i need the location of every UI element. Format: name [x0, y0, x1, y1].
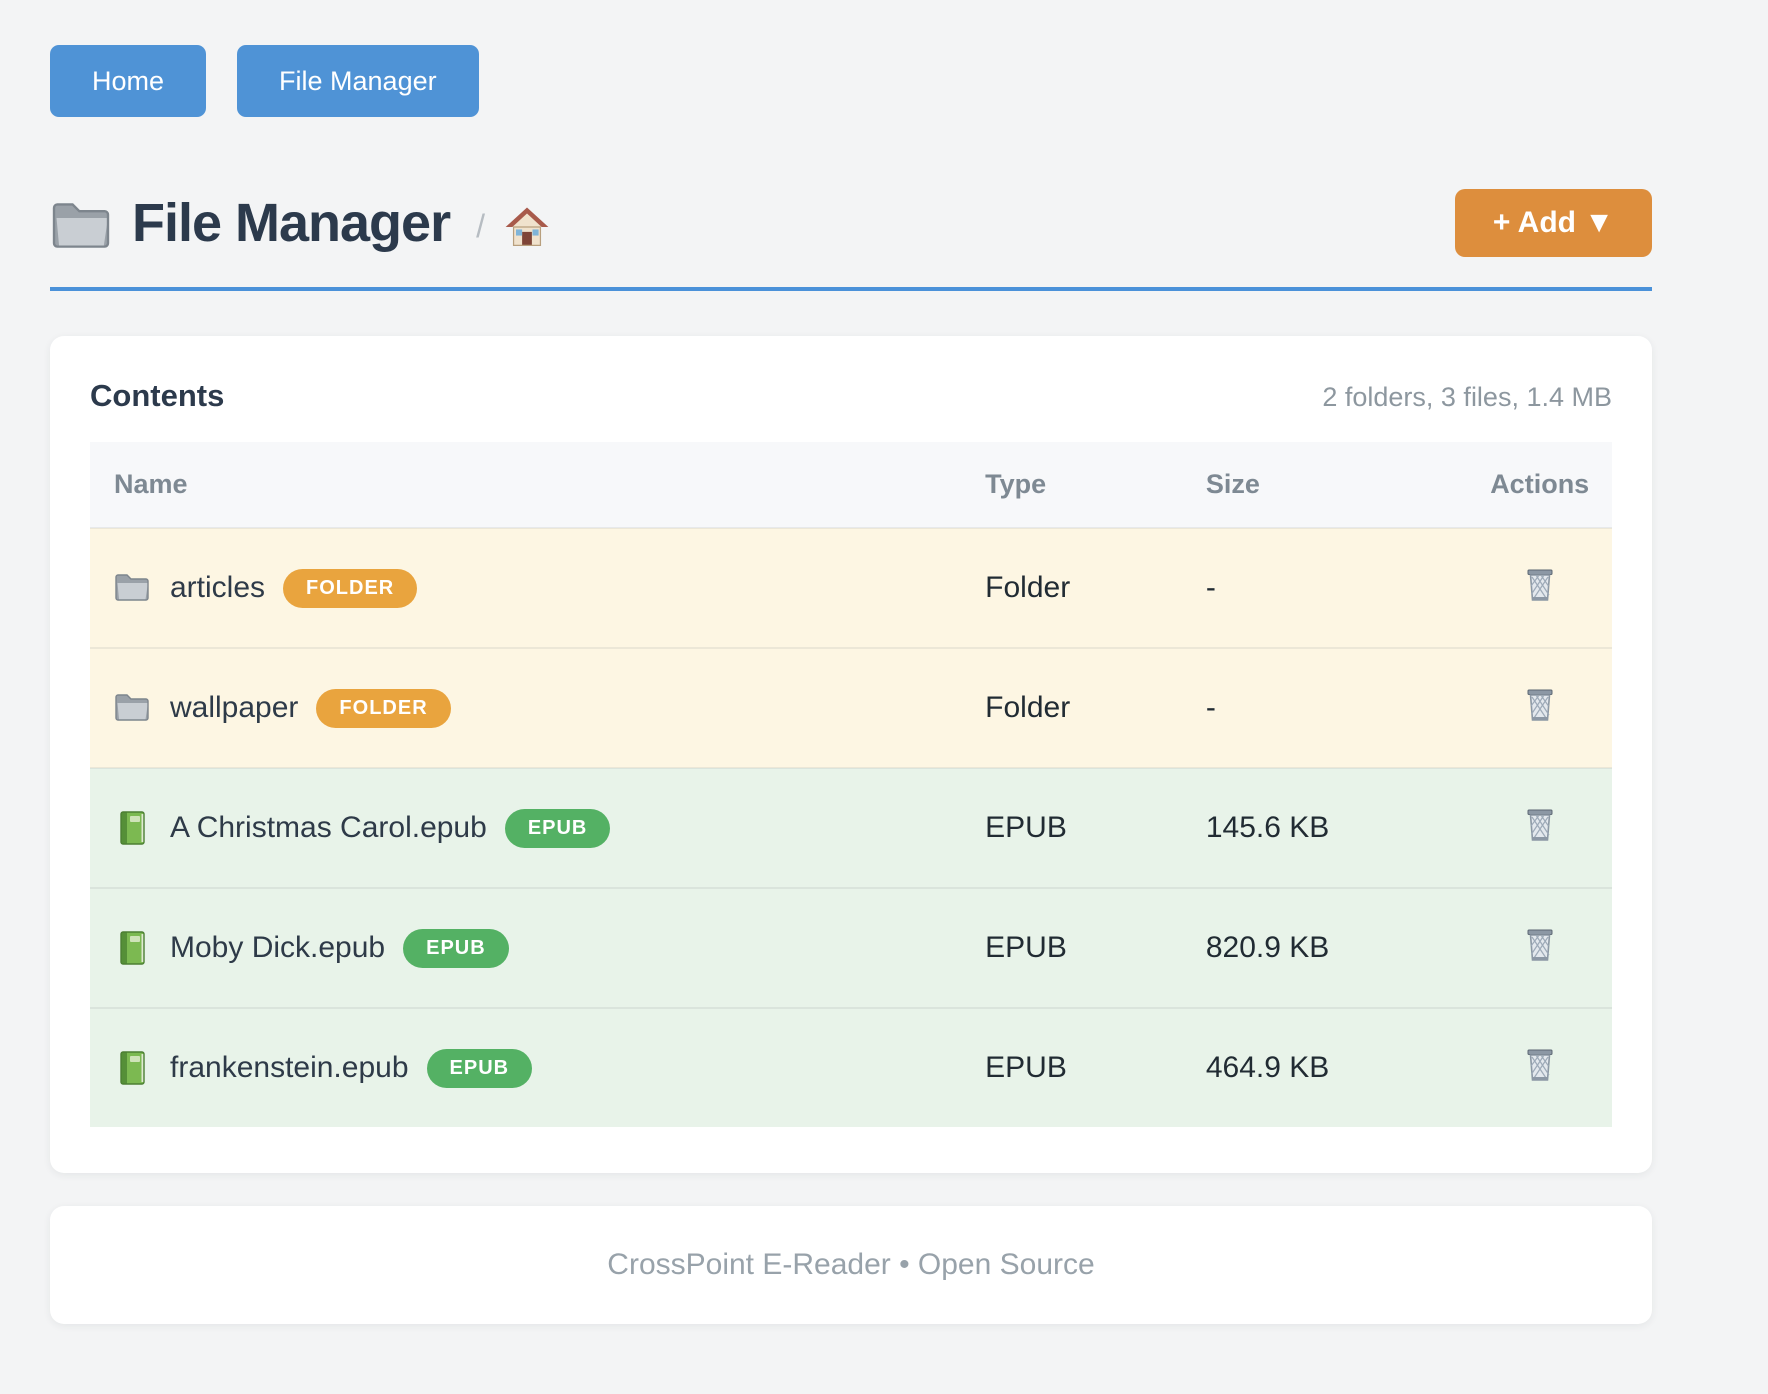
contents-card: Contents 2 folders, 3 files, 1.4 MB Name…: [50, 336, 1652, 1173]
item-size: -: [1205, 571, 1216, 604]
header-rule: [50, 287, 1652, 291]
book-icon: [114, 930, 150, 966]
trash-icon: [1522, 592, 1558, 607]
contents-summary: 2 folders, 3 files, 1.4 MB: [1322, 382, 1612, 412]
nav-file-manager-button[interactable]: File Manager: [237, 45, 479, 117]
contents-table-body: articles FOLDER Folder - wallpaper FOLDE…: [90, 528, 1612, 1127]
table-row[interactable]: wallpaper FOLDER Folder -: [90, 648, 1612, 768]
table-row[interactable]: articles FOLDER Folder -: [90, 528, 1612, 648]
column-header-type: Type: [965, 442, 1186, 528]
item-name[interactable]: Moby Dick.epub: [170, 931, 386, 964]
trash-icon: [1522, 952, 1558, 967]
top-nav: Home File Manager: [50, 45, 1652, 117]
item-name[interactable]: articles: [170, 571, 266, 604]
book-icon: [114, 1050, 150, 1086]
item-size: -: [1205, 691, 1216, 724]
column-header-name: Name: [90, 442, 966, 528]
item-type: Folder: [985, 691, 1071, 724]
item-type: EPUB: [985, 811, 1067, 844]
delete-button[interactable]: [1520, 804, 1560, 849]
item-type-badge: EPUB: [504, 808, 611, 848]
column-header-size: Size: [1185, 442, 1468, 528]
breadcrumb-separator: /: [476, 207, 485, 244]
delete-button[interactable]: [1520, 1044, 1560, 1089]
folder-icon: [114, 570, 150, 606]
trash-icon: [1522, 712, 1558, 727]
trash-icon: [1522, 832, 1558, 847]
contents-table: Name Type Size Actions articles FOLDER F…: [90, 442, 1612, 1127]
nav-home-button[interactable]: Home: [50, 45, 207, 117]
folder-icon: [114, 690, 150, 726]
table-row[interactable]: Moby Dick.epub EPUB EPUB 820.9 KB: [90, 888, 1612, 1008]
item-name[interactable]: A Christmas Carol.epub: [170, 811, 487, 844]
item-name[interactable]: frankenstein.epub: [170, 1051, 409, 1084]
contents-title: Contents: [90, 378, 225, 413]
item-size: 145.6 KB: [1205, 811, 1330, 844]
item-type: EPUB: [985, 931, 1067, 964]
item-size: 464.9 KB: [1205, 1051, 1330, 1084]
item-type: EPUB: [985, 1051, 1067, 1084]
item-type-badge: EPUB: [403, 928, 509, 968]
folder-icon: [50, 196, 112, 250]
table-row[interactable]: frankenstein.epub EPUB EPUB 464.9 KB: [90, 1008, 1612, 1127]
house-icon[interactable]: [505, 206, 549, 248]
book-icon: [114, 810, 150, 846]
delete-button[interactable]: [1520, 564, 1560, 609]
item-size: 820.9 KB: [1205, 931, 1330, 964]
add-button[interactable]: + Add ▼: [1454, 189, 1652, 257]
page-header: File Manager / + Add ▼: [50, 189, 1652, 257]
page-title: File Manager: [132, 193, 451, 253]
table-header-row: Name Type Size Actions: [90, 442, 1612, 528]
column-header-actions: Actions: [1467, 442, 1612, 528]
table-row[interactable]: A Christmas Carol.epub EPUB EPUB 145.6 K…: [90, 768, 1612, 888]
item-type-badge: FOLDER: [316, 688, 451, 728]
delete-button[interactable]: [1520, 684, 1560, 729]
item-type: Folder: [985, 571, 1071, 604]
item-name[interactable]: wallpaper: [170, 691, 299, 724]
footer-text: CrossPoint E-Reader • Open Source: [607, 1248, 1095, 1281]
trash-icon: [1522, 1072, 1558, 1087]
footer-card: CrossPoint E-Reader • Open Source: [50, 1206, 1652, 1324]
item-type-badge: FOLDER: [283, 568, 418, 608]
delete-button[interactable]: [1520, 924, 1560, 969]
item-type-badge: EPUB: [426, 1048, 533, 1088]
